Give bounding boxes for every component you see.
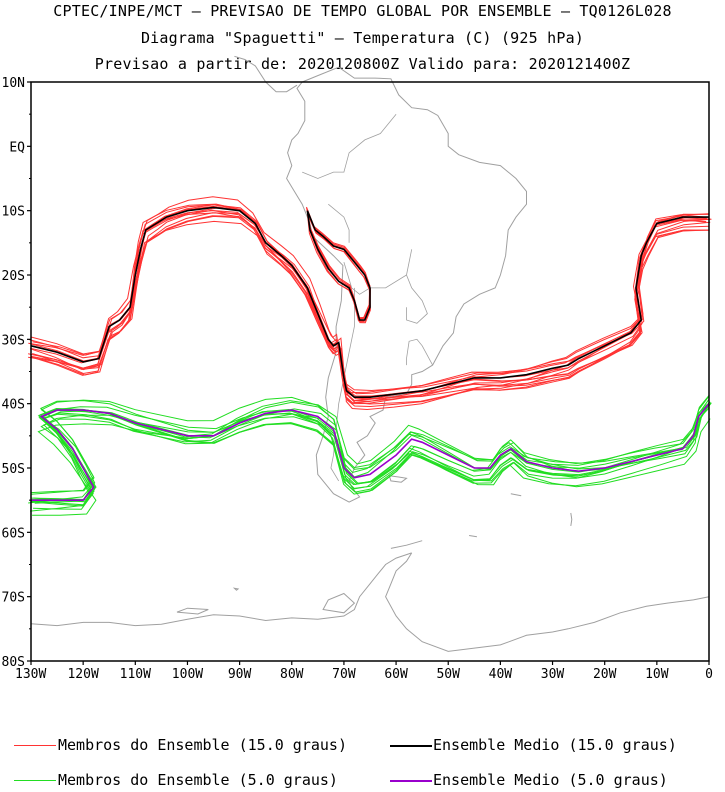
ensemble-member-line: [306, 208, 371, 320]
lon-tick-label: 0: [705, 667, 713, 682]
lon-tick-label: 80W: [280, 667, 304, 682]
header-subtitle: Diagrama "Spaguetti" – Temperatura (C) (…: [140, 29, 585, 47]
peter-island: [232, 587, 240, 591]
country-border: [406, 338, 433, 366]
lat-tick-label: 70S: [2, 591, 25, 606]
central-america-coast: [234, 55, 298, 93]
ensemble-mean-15-line: [30, 206, 709, 398]
legend-mean-5-label: Ensemble Medio (5.0 graus): [433, 771, 668, 789]
lon-tick-label: 110W: [120, 667, 151, 682]
lat-tick-label: 80S: [2, 655, 25, 670]
ensemble-member-line: [30, 204, 709, 402]
lat-tick-label: 30S: [2, 333, 25, 348]
country-border: [406, 274, 428, 324]
country-border: [302, 113, 397, 179]
ensemble-mean-15-andes-line: [306, 210, 371, 321]
header-forecast-dates: Previsao a partir de: 2020120800Z Valido…: [94, 55, 631, 73]
lon-tick-label: 50W: [436, 667, 460, 682]
ensemble-member-line: [31, 395, 710, 495]
lon-tick-label: 130W: [15, 667, 46, 682]
ensemble-member-line: [33, 209, 712, 395]
legend-members-5-label: Membros do Ensemble (5.0 graus): [58, 771, 338, 789]
ensemble-member-line: [30, 404, 710, 502]
ensemble-member-line: [30, 407, 710, 512]
lon-tick-label: 90W: [228, 667, 252, 682]
ensemble-member-line: [306, 209, 372, 322]
country-border: [343, 249, 413, 295]
weddell-coast: [385, 552, 710, 652]
ensemble-mean-5-line: [31, 403, 710, 501]
coastlines: [30, 55, 710, 652]
lon-tick-label: 100W: [172, 667, 203, 682]
ensemble-members-5: [28, 394, 712, 516]
country-border: [328, 203, 350, 243]
lat-tick-label: 50S: [2, 462, 25, 477]
south-sandwich: [570, 512, 573, 526]
lat-tick-label: EQ: [9, 140, 25, 155]
header-title: CPTEC/INPE/MCT – PREVISAO DE TEMPO GLOBA…: [53, 2, 672, 20]
legend-members-5-swatch: [14, 780, 56, 781]
legend-mean-15-label: Ensemble Medio (15.0 graus): [433, 736, 677, 754]
lon-tick-label: 70W: [332, 667, 356, 682]
lat-tick-label: 60S: [2, 526, 25, 541]
south-shetland: [390, 540, 423, 549]
south-georgia: [510, 493, 522, 497]
lon-tick-label: 10W: [645, 667, 669, 682]
ensemble-member-line: [27, 207, 707, 394]
falkland-islands: [388, 475, 408, 483]
ensemble-member-line: [33, 408, 707, 510]
map-frame: [30, 81, 710, 662]
lon-tick-label: 60W: [384, 667, 408, 682]
lat-tick-label: 10N: [2, 76, 25, 91]
lon-tick-label: 30W: [541, 667, 565, 682]
ensemble-member-line: [306, 206, 371, 319]
lat-tick-label: 10S: [2, 205, 25, 220]
ensemble-member-line: [28, 401, 711, 504]
lon-tick-label: 20W: [593, 667, 617, 682]
lon-tick-label: 120W: [67, 667, 98, 682]
legend-members-15-swatch: [14, 745, 56, 746]
ensemble-member-line: [31, 399, 710, 507]
antarctic-peninsula: [30, 552, 412, 627]
ensemble-member-line: [32, 402, 712, 516]
alexander-island: [322, 592, 356, 614]
ensemble-member-line: [32, 196, 711, 392]
south-orkney: [469, 535, 477, 538]
thurston-island: [176, 607, 209, 615]
legend-members-15-label: Membros do Ensemble (15.0 graus): [58, 736, 347, 754]
lon-tick-label: 40W: [489, 667, 513, 682]
ensemble-means: [30, 206, 710, 501]
country-border: [330, 287, 355, 482]
ensemble-member-line: [34, 404, 708, 506]
ensemble-member-line: [306, 210, 371, 320]
lat-tick-label: 40S: [2, 398, 25, 413]
legend-mean-15-swatch: [390, 745, 432, 747]
legend-mean-5-swatch: [390, 780, 432, 782]
ensemble-member-line: [307, 212, 371, 324]
lat-tick-label: 20S: [2, 269, 25, 284]
